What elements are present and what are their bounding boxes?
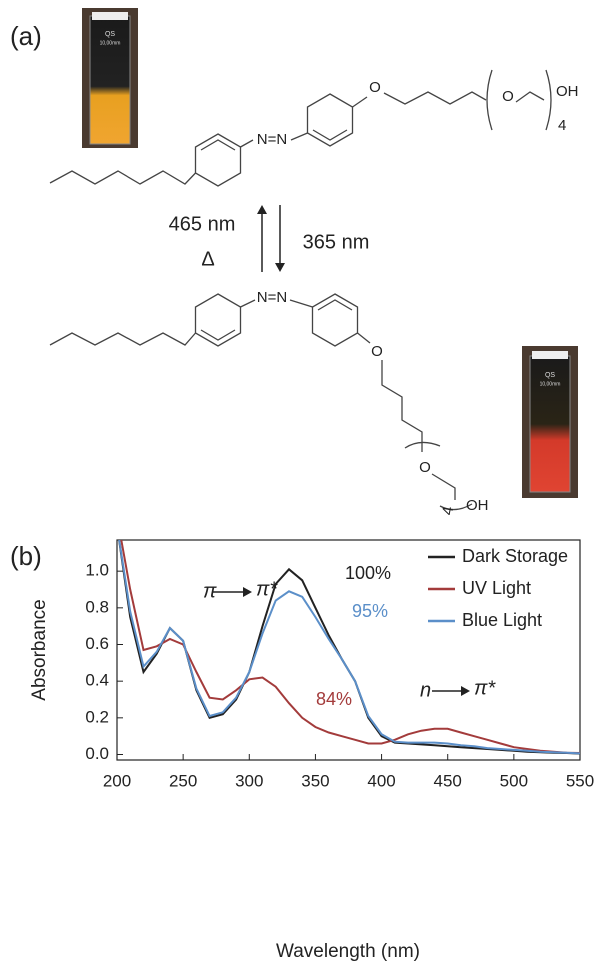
y-tick-label: 0.8	[85, 597, 109, 616]
annotation-arrow-head	[461, 686, 470, 696]
y-tick-label: 0.2	[85, 707, 109, 726]
cuvette-cap	[532, 351, 568, 359]
bracket	[546, 70, 551, 130]
atom-label: OH	[556, 83, 579, 100]
atom-label: O	[369, 79, 381, 96]
panel-b: (b) Wavelength (nm) Absorbance 200 250 300…	[10, 516, 594, 962]
panel-label: (a)	[10, 21, 42, 51]
benzene-ring	[313, 294, 358, 346]
cuvette-brand: QS	[545, 372, 555, 379]
x-tick-label: 550	[566, 771, 594, 790]
x-tick-label: 500	[500, 771, 528, 790]
alkyl-chain	[384, 92, 486, 104]
repeat-count: 4	[439, 505, 457, 516]
annotation-arrow-head	[243, 587, 252, 597]
figure: (a) QS 10,00mm N=N O O 4 OH 465 nm Δ 365…	[0, 0, 601, 967]
cuvette-brand: QS	[105, 31, 115, 38]
bond	[241, 300, 256, 307]
x-tick-label: 250	[169, 771, 197, 790]
annotation: π	[203, 580, 217, 602]
x-tick-label: 350	[301, 771, 329, 790]
alkyl-chain	[50, 171, 196, 184]
annotation: π*	[474, 677, 496, 699]
x-tick-label: 300	[235, 771, 263, 790]
cuvette-cap	[92, 12, 128, 20]
x-tick-label: 450	[434, 771, 462, 790]
azo-group: N=N	[257, 289, 287, 306]
y-tick-label: 0.0	[85, 744, 109, 763]
annotation: 84%	[316, 689, 352, 709]
bond	[290, 300, 313, 307]
wavelength-label: 465 nm	[169, 213, 236, 235]
legend-label: Blue Light	[462, 610, 542, 630]
atom-label: O	[502, 88, 514, 105]
bond	[358, 333, 371, 343]
benzene-ring	[196, 134, 241, 186]
bracket	[487, 70, 492, 130]
azo-group: N=N	[257, 131, 287, 148]
ethylene	[516, 92, 544, 102]
annotation: 100%	[345, 563, 391, 583]
bond	[241, 140, 254, 147]
repeat-count: 4	[558, 117, 566, 134]
arrow-head	[257, 205, 267, 214]
atom-label: O	[419, 459, 431, 476]
annotation: 95%	[352, 601, 388, 621]
y-tick-label: 0.4	[85, 671, 109, 690]
thermal-label: Δ	[201, 248, 214, 270]
bond	[353, 97, 368, 107]
bond	[291, 133, 308, 140]
ethylene	[432, 474, 455, 500]
arrow-head	[275, 263, 285, 272]
y-axis-label: Absorbance	[29, 599, 50, 700]
benzene-ring	[308, 94, 353, 146]
alkyl-chain	[50, 333, 196, 345]
panel-label: (b)	[10, 541, 42, 571]
x-axis-label: Wavelength (nm)	[276, 941, 420, 962]
legend-label: Dark Storage	[462, 546, 568, 566]
legend-label: UV Light	[462, 578, 531, 598]
x-tick-label: 200	[103, 771, 131, 790]
x-tick-label: 400	[367, 771, 395, 790]
annotation: n	[420, 679, 431, 701]
cuvette-size: 10,00mm	[100, 40, 121, 46]
alkyl-chain	[382, 360, 422, 452]
panel-a: (a) QS 10,00mm N=N O O 4 OH 465 nm Δ 365…	[10, 8, 579, 516]
atom-label: O	[371, 343, 383, 360]
y-tick-label: 1.0	[85, 561, 109, 580]
annotation: π*	[256, 578, 278, 600]
wavelength-label: 365 nm	[303, 231, 370, 253]
benzene-ring	[196, 294, 241, 346]
atom-label: OH	[466, 497, 489, 514]
cuvette-size: 10,00mm	[540, 381, 561, 387]
y-tick-label: 0.6	[85, 634, 109, 653]
